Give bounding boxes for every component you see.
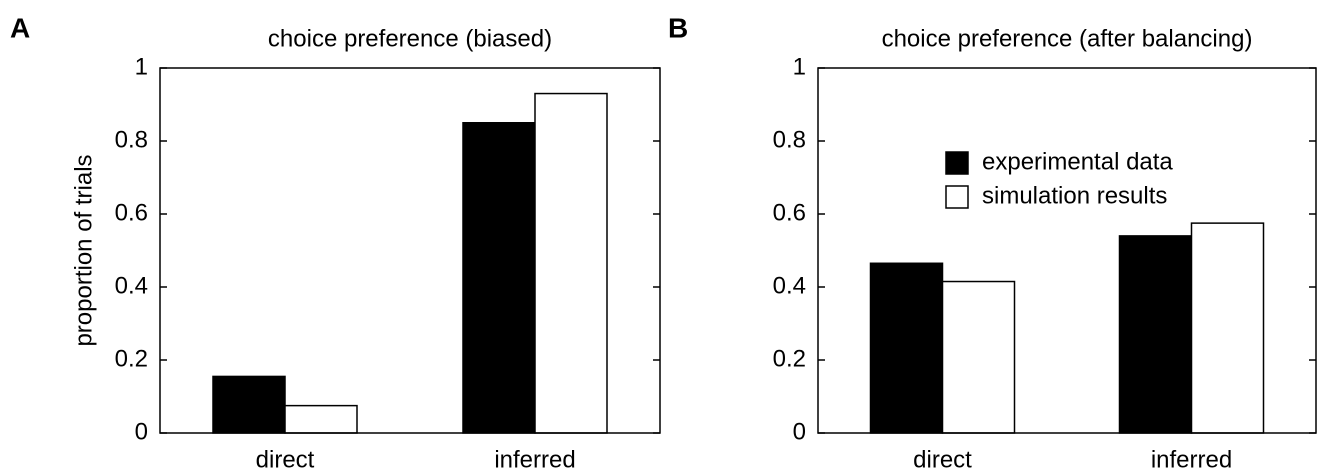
bar [462, 122, 536, 434]
y-tick-label: 0 [793, 418, 806, 445]
x-tick-label: direct [913, 446, 972, 471]
bar [534, 92, 608, 434]
legend-label: simulation results [982, 182, 1167, 209]
bar [284, 404, 358, 434]
y-tick-label: 0.2 [773, 345, 806, 372]
bar [1190, 222, 1265, 434]
panel-label: B [668, 12, 688, 43]
axes-frame [817, 67, 1317, 434]
axes-frame [159, 67, 661, 434]
x-tick-label: inferred [1151, 446, 1232, 471]
y-tick-label: 0.6 [115, 199, 148, 226]
y-tick-label: 1 [135, 53, 148, 80]
legend-swatch [945, 185, 969, 209]
x-tick-label: direct [256, 446, 315, 471]
chart-title: choice preference (biased) [268, 25, 552, 52]
chart-title: choice preference (after balancing) [882, 25, 1253, 52]
y-tick-label: 1 [793, 53, 806, 80]
legend-swatch [945, 151, 969, 175]
legend-label: experimental data [982, 148, 1173, 175]
bar [941, 280, 1016, 434]
y-tick-label: 0.4 [115, 272, 148, 299]
x-tick-label: inferred [494, 446, 575, 471]
y-tick-label: 0.4 [773, 272, 806, 299]
bar [1118, 235, 1193, 434]
y-tick-label: 0.2 [115, 345, 148, 372]
y-tick-label: 0.8 [115, 126, 148, 153]
y-tick-label: 0.6 [773, 199, 806, 226]
bar [212, 375, 286, 434]
bar [869, 262, 944, 434]
y-axis-label: proportion of trials [70, 154, 97, 346]
y-tick-label: 0.8 [773, 126, 806, 153]
panel-label: A [10, 12, 30, 43]
y-tick-label: 0 [135, 418, 148, 445]
